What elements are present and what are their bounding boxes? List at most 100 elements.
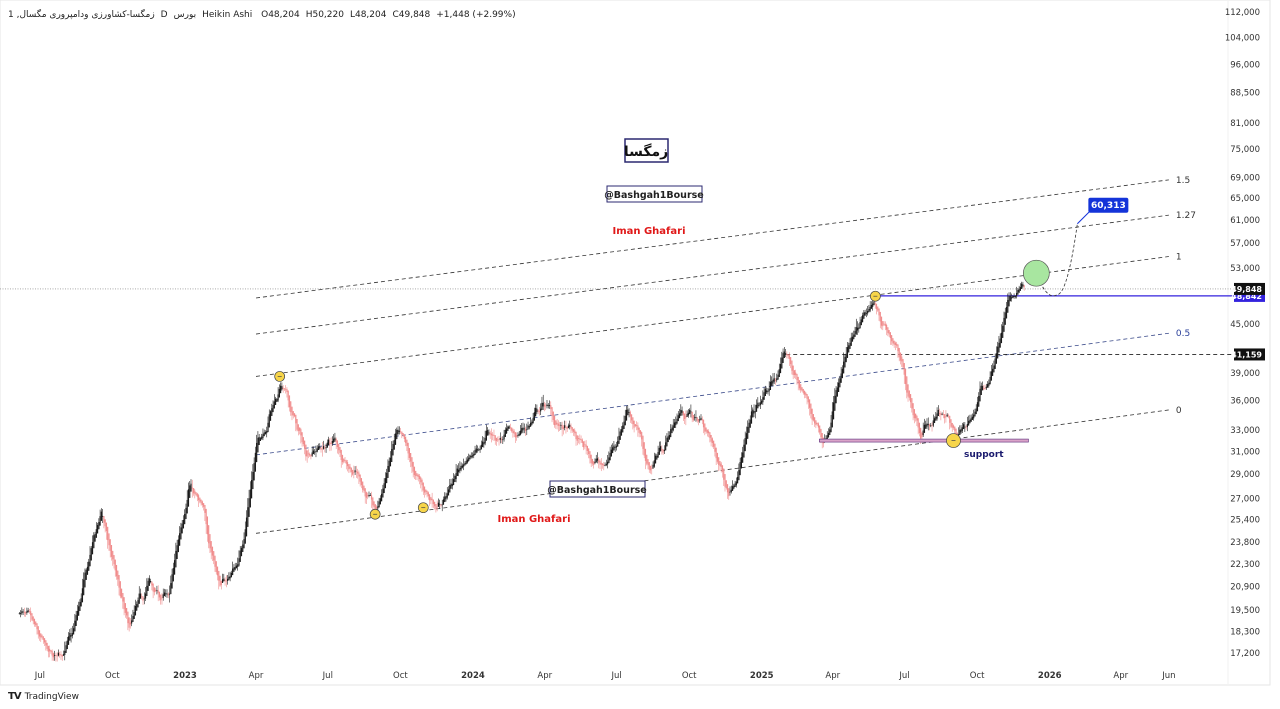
- candle[interactable]: [853, 330, 855, 340]
- candle[interactable]: [221, 573, 224, 583]
- candle[interactable]: [772, 373, 774, 387]
- candle[interactable]: [1000, 324, 1003, 344]
- candle[interactable]: [844, 354, 846, 368]
- candle[interactable]: [788, 352, 790, 366]
- candle[interactable]: [579, 434, 581, 445]
- candle[interactable]: [80, 593, 82, 607]
- candle[interactable]: [583, 441, 585, 451]
- candle[interactable]: [281, 382, 283, 391]
- candle[interactable]: [252, 464, 254, 490]
- candle[interactable]: [315, 445, 317, 458]
- candle[interactable]: [968, 415, 970, 426]
- candle[interactable]: [970, 414, 972, 422]
- candle[interactable]: [329, 437, 331, 452]
- candle[interactable]: [18, 611, 20, 615]
- candle[interactable]: [335, 437, 337, 450]
- candle[interactable]: [981, 381, 984, 391]
- candle[interactable]: [340, 449, 342, 468]
- candle[interactable]: [383, 478, 385, 494]
- candle[interactable]: [1017, 287, 1019, 295]
- candle[interactable]: [699, 415, 701, 423]
- candle[interactable]: [705, 427, 707, 434]
- candle[interactable]: [610, 444, 612, 457]
- candle[interactable]: [141, 593, 143, 600]
- candle[interactable]: [807, 396, 809, 409]
- candle[interactable]: [537, 409, 539, 415]
- candle[interactable]: [646, 454, 648, 466]
- candle[interactable]: [540, 403, 542, 415]
- candle[interactable]: [128, 617, 130, 632]
- candle[interactable]: [455, 463, 457, 483]
- candle[interactable]: [425, 489, 427, 496]
- candle[interactable]: [574, 428, 576, 437]
- candle[interactable]: [840, 366, 842, 383]
- candle[interactable]: [750, 404, 753, 424]
- candle[interactable]: [533, 407, 535, 421]
- candle[interactable]: [296, 419, 298, 432]
- candle[interactable]: [100, 508, 102, 521]
- candle[interactable]: [144, 587, 147, 602]
- candle[interactable]: [586, 445, 588, 456]
- candle[interactable]: [762, 390, 764, 406]
- candle[interactable]: [867, 305, 869, 316]
- candle[interactable]: [814, 417, 816, 427]
- candle[interactable]: [918, 422, 921, 437]
- candle[interactable]: [576, 435, 578, 446]
- candle[interactable]: [767, 387, 769, 395]
- candle[interactable]: [126, 607, 128, 619]
- candle[interactable]: [460, 462, 462, 472]
- candle[interactable]: [306, 450, 308, 463]
- candle[interactable]: [992, 363, 994, 376]
- candle[interactable]: [681, 406, 683, 416]
- candle[interactable]: [62, 650, 65, 656]
- candle[interactable]: [83, 572, 85, 596]
- candle[interactable]: [45, 640, 47, 651]
- candle[interactable]: [543, 401, 546, 412]
- candle[interactable]: [148, 575, 150, 586]
- candle[interactable]: [37, 626, 39, 639]
- candle[interactable]: [474, 445, 476, 455]
- candle[interactable]: [737, 471, 739, 484]
- candle[interactable]: [864, 309, 866, 316]
- candle[interactable]: [538, 407, 541, 416]
- candle[interactable]: [657, 445, 659, 458]
- candle[interactable]: [162, 588, 164, 601]
- candle[interactable]: [333, 434, 335, 444]
- candle[interactable]: [46, 642, 48, 651]
- candle[interactable]: [418, 473, 421, 485]
- candle[interactable]: [107, 526, 109, 549]
- candle[interactable]: [285, 385, 287, 394]
- candle[interactable]: [405, 436, 407, 447]
- candle[interactable]: [925, 420, 927, 429]
- candle[interactable]: [859, 316, 861, 329]
- candle[interactable]: [993, 360, 995, 373]
- candle[interactable]: [257, 431, 259, 453]
- candle[interactable]: [362, 481, 364, 493]
- candle[interactable]: [600, 458, 602, 472]
- candle[interactable]: [420, 476, 422, 489]
- candle[interactable]: [666, 433, 668, 447]
- candle[interactable]: [466, 456, 469, 464]
- candle[interactable]: [70, 627, 72, 643]
- candle[interactable]: [67, 632, 70, 645]
- candle[interactable]: [436, 500, 438, 512]
- candle[interactable]: [482, 436, 484, 448]
- candle[interactable]: [447, 486, 450, 496]
- candle[interactable]: [369, 493, 371, 497]
- candle[interactable]: [692, 415, 695, 422]
- candle[interactable]: [239, 546, 241, 562]
- candle[interactable]: [1021, 281, 1023, 289]
- candle[interactable]: [393, 433, 395, 450]
- candle[interactable]: [341, 454, 344, 465]
- candle[interactable]: [355, 465, 357, 478]
- candle[interactable]: [490, 428, 493, 443]
- pivot-marker[interactable]: [369, 508, 381, 520]
- candle[interactable]: [551, 407, 553, 423]
- candle[interactable]: [129, 618, 132, 629]
- candle[interactable]: [54, 650, 56, 661]
- candle[interactable]: [215, 561, 217, 575]
- candle[interactable]: [230, 570, 232, 578]
- candle[interactable]: [503, 429, 505, 442]
- candle[interactable]: [69, 629, 71, 641]
- candle[interactable]: [186, 490, 188, 514]
